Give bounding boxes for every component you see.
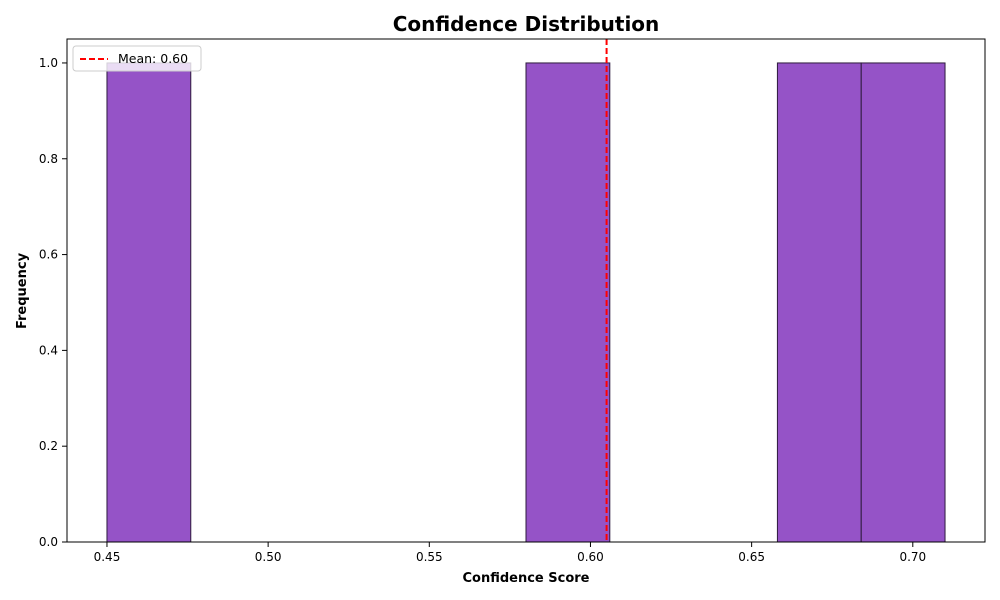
y-tick-label: 0.2	[39, 439, 58, 453]
y-axis-label: Frequency	[15, 252, 30, 329]
plot-frame	[66, 38, 986, 543]
legend-mean-label: Mean: 0.60	[118, 51, 188, 66]
x-tick-label: 0.50	[255, 550, 282, 564]
x-axis-label: Confidence Score	[462, 571, 589, 586]
x-tick-label: 0.65	[738, 550, 765, 564]
legend: Mean: 0.60	[72, 45, 202, 72]
x-tick-label: 0.60	[577, 550, 604, 564]
histogram-bar-0	[106, 62, 192, 543]
x-tick-label: 0.55	[416, 550, 443, 564]
y-tick-label: 0.0	[39, 535, 58, 549]
chart-title: Confidence Distribution	[393, 12, 660, 36]
histogram-bar-2	[776, 62, 862, 543]
x-tick-label: 0.45	[94, 550, 121, 564]
y-tick-label: 0.6	[39, 248, 58, 262]
legend-box	[72, 45, 202, 72]
histogram-bar-3	[860, 62, 946, 543]
y-tick-label: 0.4	[39, 343, 58, 357]
x-tick-label: 0.70	[899, 550, 926, 564]
y-tick-label: 0.8	[39, 152, 58, 166]
histogram-bar-1	[525, 62, 611, 543]
y-tick-label: 1.0	[39, 56, 58, 70]
